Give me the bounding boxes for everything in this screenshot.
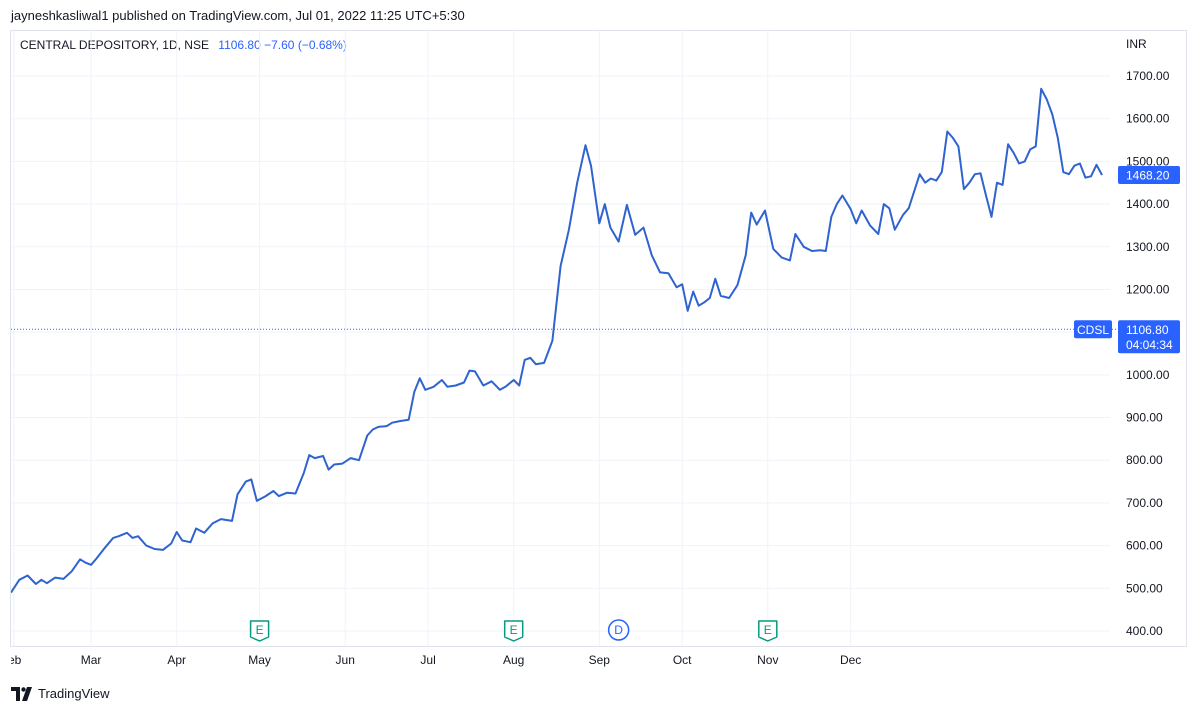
- event-label: D: [614, 623, 623, 637]
- tradingview-brand[interactable]: TradingView: [11, 686, 110, 701]
- x-axis: Feb Mar Apr May Jun Jul Aug Sep Oct Nov Dec: [1, 653, 861, 667]
- y-tick-label: 500.00: [1126, 581, 1163, 595]
- y-tick-label: 700.00: [1126, 496, 1163, 510]
- tradingview-logo-icon: [11, 686, 32, 701]
- y-tick-label: 1000.00: [1126, 368, 1170, 382]
- legend-symbol[interactable]: CENTRAL DEPOSITORY, 1D, NSE: [20, 38, 209, 52]
- event-label: E: [256, 623, 264, 637]
- x-tick-label: Jun: [336, 653, 355, 667]
- tradingview-brand-label: TradingView: [38, 686, 110, 701]
- x-tick-label: Sep: [589, 653, 611, 667]
- y-tick-label: 1300.00: [1126, 240, 1170, 254]
- y-tick-label: 800.00: [1126, 453, 1163, 467]
- legend-values: 1106.80 −7.60 (−0.68%): [218, 38, 347, 52]
- y-tick-label: 900.00: [1126, 411, 1163, 425]
- chart-legend: CENTRAL DEPOSITORY, 1D, NSE 1106.80 −7.6…: [20, 38, 347, 52]
- earnings-marker[interactable]: E: [758, 620, 778, 642]
- x-tick-label: Dec: [840, 653, 861, 667]
- series: [11, 87, 1118, 594]
- last-price-badge: 1468.20: [1118, 165, 1180, 184]
- x-tick-label: Apr: [167, 653, 186, 667]
- earnings-marker[interactable]: E: [249, 620, 270, 642]
- x-tick-label: Mar: [81, 653, 102, 667]
- y-tick-label: 1500.00: [1126, 154, 1170, 168]
- grid: [11, 31, 1110, 646]
- y-tick-label: 1200.00: [1126, 282, 1170, 296]
- last-price-value: 1468.20: [1126, 168, 1170, 182]
- earnings-marker[interactable]: E: [503, 620, 524, 642]
- x-tick-label: Jul: [420, 653, 435, 667]
- x-tick-label: Nov: [757, 653, 778, 667]
- y-tick-label: 600.00: [1126, 539, 1163, 553]
- symbol-badge: CDSL: [1074, 320, 1112, 339]
- x-tick-label: Aug: [503, 653, 524, 667]
- y-tick-label: 400.00: [1126, 624, 1163, 638]
- event-label: E: [510, 623, 518, 637]
- x-tick-label: Oct: [673, 653, 692, 667]
- current-price-value: 1106.80: [1126, 323, 1169, 337]
- symbol-badge-label: CDSL: [1077, 323, 1109, 337]
- price-line[interactable]: [11, 87, 1103, 594]
- y-tick-label: 1400.00: [1126, 197, 1170, 211]
- bar-countdown: 04:04:34: [1126, 338, 1173, 352]
- x-tick-label: Feb: [1, 653, 22, 667]
- y-tick-label: 1600.00: [1126, 112, 1170, 126]
- publish-info: jayneshkasliwal1 published on TradingVie…: [11, 8, 465, 23]
- event-label: E: [764, 623, 772, 637]
- x-tick-label: May: [248, 653, 271, 667]
- y-tick-label: 1700.00: [1126, 69, 1170, 83]
- y-axis-unit: INR: [1126, 37, 1147, 51]
- chart-frame: [10, 30, 1187, 647]
- dividend-marker[interactable]: D: [607, 619, 630, 641]
